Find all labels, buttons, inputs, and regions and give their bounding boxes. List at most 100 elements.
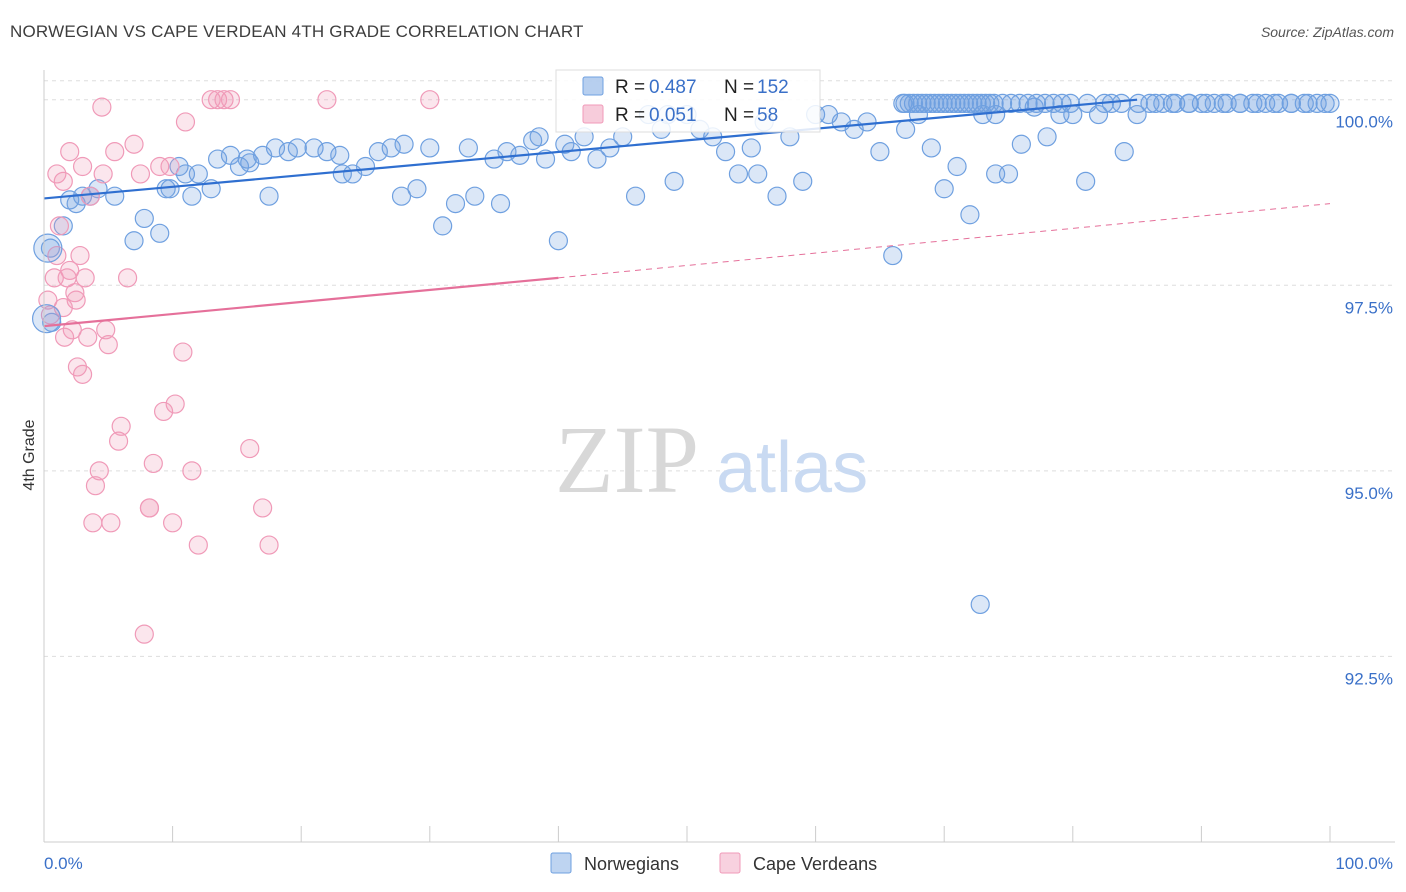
norwegian-point <box>921 138 941 158</box>
norwegian-point <box>332 164 352 184</box>
y-tick-label: 92.5% <box>1345 669 1393 688</box>
norwegian-point <box>947 156 967 177</box>
norwegian-point <box>664 171 684 191</box>
norwegian-point <box>355 156 376 177</box>
cape-verdean-point <box>54 327 75 347</box>
chart-title: NORWEGIAN VS CAPE VERDEAN 4TH GRADE CORR… <box>10 22 584 41</box>
stats-legend: R = 0.487 N = 152 R = 0.051 N = 58 <box>555 69 821 133</box>
norwegian-point <box>1196 93 1216 114</box>
stats-r-value: 0.051 <box>649 105 697 126</box>
norwegian-point <box>150 223 170 243</box>
norwegian-point <box>445 194 466 214</box>
cape-verdean-point <box>53 171 73 191</box>
norwegian-point <box>160 179 180 199</box>
norwegian-point <box>368 142 388 162</box>
norwegian-point <box>896 119 916 139</box>
norwegian-point <box>1076 171 1096 191</box>
norwegian-point <box>490 194 511 214</box>
norwegian-point <box>741 138 761 158</box>
norwegian-point <box>728 164 749 184</box>
stats-legend-swatch <box>582 104 604 124</box>
stats-n-label: N = <box>724 105 754 126</box>
norwegian-point <box>407 179 427 199</box>
cape-verdean-point <box>47 164 67 184</box>
cape-verdean-point <box>143 453 163 474</box>
stats-r-value: 0.487 <box>649 77 697 98</box>
norwegian-point <box>229 156 250 177</box>
norwegian-point <box>625 186 646 206</box>
norwegian-point <box>188 164 208 184</box>
norwegian-point <box>40 238 61 258</box>
norwegian-point <box>433 216 453 236</box>
y-axis-label: 4th Grade <box>21 419 38 490</box>
stats-n-label: N = <box>724 77 754 98</box>
norwegian-point <box>857 112 877 132</box>
cape-verdean-point <box>65 283 85 303</box>
cape-verdean-point <box>72 364 93 384</box>
norwegian-point <box>1128 93 1148 114</box>
norwegian-point <box>420 138 440 158</box>
cape-verdean-point <box>98 335 118 355</box>
cape-verdean-point <box>173 342 193 362</box>
stats-r-label: R = <box>615 77 645 98</box>
legend-swatch-blue <box>550 852 572 874</box>
norwegian-point <box>970 594 990 615</box>
norwegian-point <box>1162 93 1182 114</box>
cape-verdean-point <box>85 476 106 496</box>
norwegian-point <box>960 205 980 225</box>
cape-verdean-point <box>240 438 260 459</box>
legend-label: Cape Verdeans <box>753 854 877 874</box>
cape-verdean-point <box>108 431 129 451</box>
norwegian-point <box>748 164 768 184</box>
cape-verdean-point <box>163 513 183 533</box>
cape-verdean-point <box>70 245 90 266</box>
norwegian-point <box>1320 93 1340 114</box>
norwegian-point <box>986 164 1006 184</box>
cape-verdean-point <box>60 260 80 281</box>
norwegian-point <box>529 127 549 147</box>
cape-verdean-point <box>49 216 70 236</box>
y-tick-label: 100.0% <box>1335 113 1393 132</box>
norwegian-point <box>1060 93 1081 114</box>
stats-legend-swatch <box>582 76 604 96</box>
norwegian-point <box>715 142 736 162</box>
cape-verdean-point <box>160 156 180 177</box>
stats-n-value: 58 <box>757 105 778 126</box>
norwegian-point <box>870 142 890 162</box>
cape-verdean-point <box>78 327 98 347</box>
y-tick-label: 95.0% <box>1345 484 1393 503</box>
norwegian-point <box>304 138 324 158</box>
x-tick-label-max: 100.0% <box>1335 854 1393 873</box>
cape-verdean-point <box>253 498 273 518</box>
bottom-legend: Norwegians Cape Verdeans <box>550 852 877 874</box>
cape-verdean-trend-line <box>43 276 559 328</box>
norwegian-point <box>259 186 279 206</box>
cape-verdean-point <box>130 164 151 184</box>
norwegian-point <box>265 138 286 158</box>
cape-verdean-point <box>80 186 100 206</box>
norwegian-point <box>134 208 154 229</box>
cape-verdean-point <box>83 513 103 533</box>
legend-label: Norwegians <box>584 854 679 874</box>
cape-verdean-point <box>117 268 138 288</box>
cape-verdean-point <box>317 90 337 110</box>
norwegian-point <box>1145 93 1165 114</box>
norwegian-point <box>1315 93 1335 114</box>
stats-n-value: 152 <box>757 77 789 98</box>
axes: 100.0% 97.5% 95.0% 92.5% 0.0% 100.0% <box>43 70 1395 873</box>
watermark-zip: ZIP <box>555 406 699 513</box>
cape-verdean-point <box>175 112 196 132</box>
norwegian-point <box>1111 93 1132 114</box>
norwegian-point <box>1281 93 1301 114</box>
norwegian-point <box>793 171 813 191</box>
norwegian-point <box>548 231 569 251</box>
norwegian-point <box>287 138 307 158</box>
cape-verdean-point <box>66 290 86 310</box>
norwegian-point <box>934 179 954 199</box>
cape-verdean-point <box>93 164 113 184</box>
norwegian-point <box>1230 93 1250 114</box>
norwegian-point <box>381 138 401 158</box>
norwegian-point <box>1114 142 1134 162</box>
norwegian-point <box>1298 93 1318 114</box>
